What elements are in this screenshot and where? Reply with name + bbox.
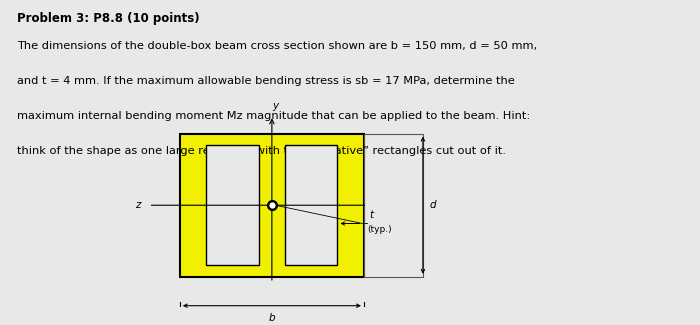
Text: d: d: [430, 200, 437, 210]
Text: z: z: [135, 200, 140, 210]
Bar: [206, 145, 259, 265]
Text: and t = 4 mm. If the maximum allowable bending stress is sb = 17 MPa, determine : and t = 4 mm. If the maximum allowable b…: [17, 76, 514, 86]
Text: maximum internal bending moment Mz magnitude that can be applied to the beam. Hi: maximum internal bending moment Mz magni…: [17, 111, 530, 121]
Text: Problem 3: P8.8 (10 points): Problem 3: P8.8 (10 points): [17, 12, 199, 25]
Text: think of the shape as one large rectangle with two “negative” rectangles cut out: think of the shape as one large rectangl…: [17, 146, 505, 156]
Text: (typ.): (typ.): [368, 225, 392, 234]
Text: t: t: [370, 211, 374, 220]
Bar: [180, 134, 364, 277]
Bar: [285, 145, 337, 265]
Bar: [364, 134, 423, 277]
Text: The dimensions of the double-box beam cross section shown are b = 150 mm, d = 50: The dimensions of the double-box beam cr…: [17, 41, 537, 51]
Text: b: b: [269, 313, 275, 323]
Text: y: y: [272, 101, 279, 111]
